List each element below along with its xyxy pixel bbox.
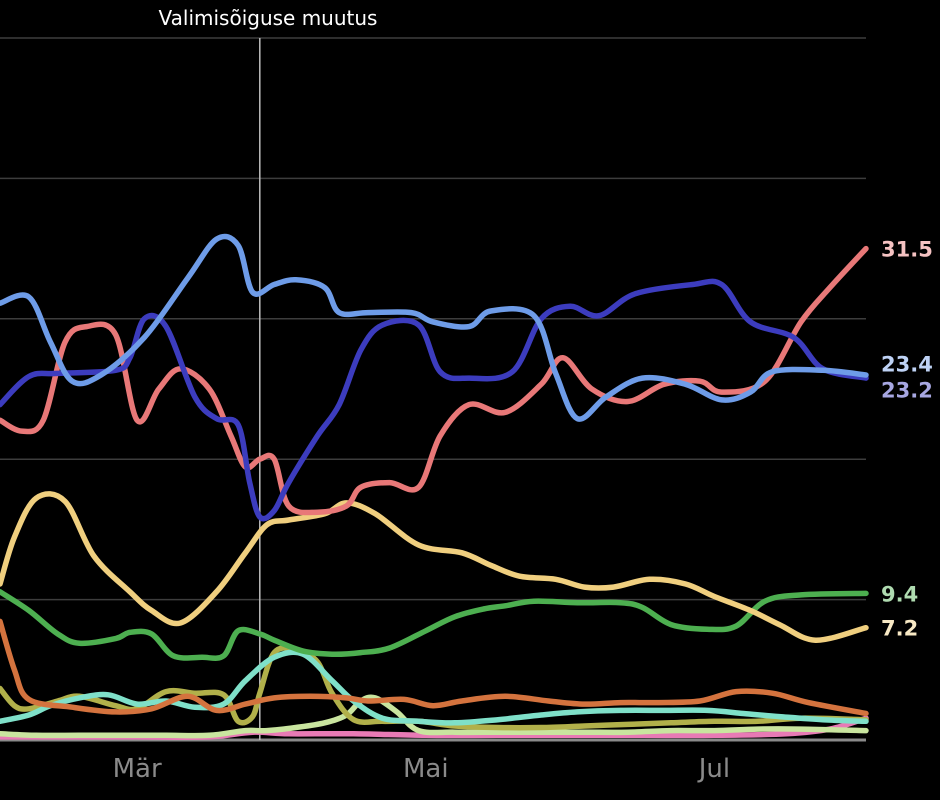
series-line-8 [0,694,869,739]
series-line-2 [0,245,869,516]
series-line-0 [0,233,869,422]
end-label-4: 9.4 [881,582,918,606]
series-lines [0,233,869,741]
end-label-1: 23.2 [881,379,933,403]
end-label-2: 31.5 [881,238,933,262]
series-line-7 [0,645,869,731]
x-tick-label-0: Mär [113,754,162,784]
end-label-3: 7.2 [881,617,918,641]
annotation-label: Valimisõiguse muutus [159,6,378,30]
x-axis-ticks: Mär Mai Jul [113,754,731,784]
x-tick-label-2: Jul [697,754,730,784]
annotation: Valimisõiguse muutus [159,6,378,740]
end-label-0: 23.4 [881,353,933,377]
end-value-labels: 31.5 23.423.2 9.4 7.2 [881,238,933,641]
series-line-5 [0,618,869,717]
series-line-3 [0,491,869,643]
series-line-4 [0,589,869,661]
x-tick-label-1: Mai [403,754,449,784]
series-line-1 [0,278,869,522]
